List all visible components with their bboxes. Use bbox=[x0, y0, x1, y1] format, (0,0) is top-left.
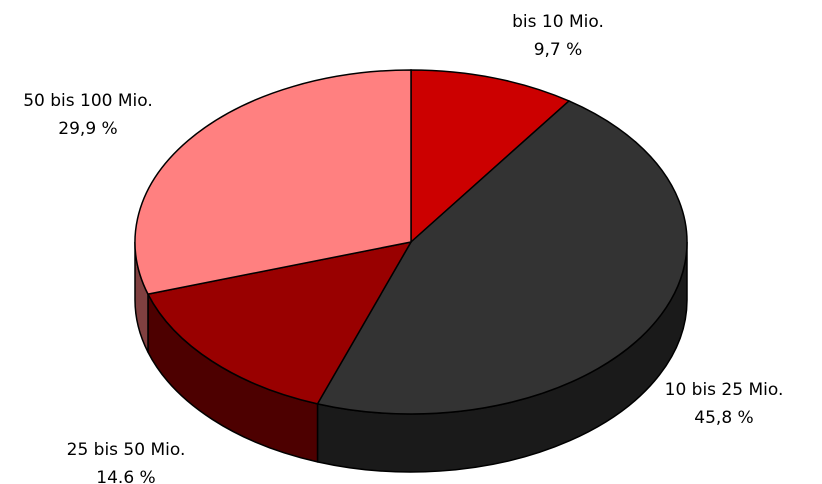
slice-value-label: 29,9 % bbox=[58, 119, 117, 139]
slice-label: 50 bis 100 Mio. bbox=[23, 91, 153, 111]
slice-value-label: 14.6 % bbox=[96, 468, 155, 484]
slice-label: 25 bis 50 Mio. bbox=[67, 440, 186, 460]
slice-label: bis 10 Mio. bbox=[512, 12, 604, 32]
pie-slice bbox=[146, 240, 413, 405]
pie-slice bbox=[134, 69, 412, 295]
pie-slice bbox=[316, 100, 688, 415]
slice-value-label: 9,7 % bbox=[534, 40, 583, 60]
pie bbox=[134, 69, 688, 473]
slice-value-label: 45,8 % bbox=[694, 408, 753, 428]
labels: bis 10 Mio. 9,7 % 10 bis 25 Mio. 45,8 % 25 b… bbox=[23, 12, 783, 484]
slice-label: 10 bis 25 Mio. bbox=[665, 380, 784, 400]
pie-slice bbox=[410, 69, 571, 244]
